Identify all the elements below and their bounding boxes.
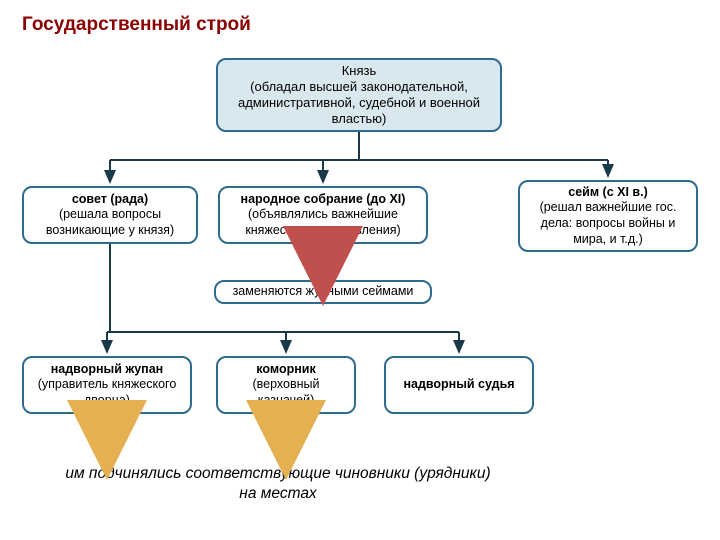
node-judge: надворный судья — [384, 356, 534, 414]
node-assembly-title: народное собрание (до XI) — [241, 192, 406, 206]
page-title: Государственный строй — [22, 14, 251, 36]
node-prince-title: Князь — [224, 63, 494, 79]
node-replace-body: заменяются жупными сеймами — [222, 284, 424, 300]
node-komornik-title: коморник — [256, 362, 315, 376]
node-zhupan: надворный жупан (управитель княжеского д… — [22, 356, 192, 414]
node-council: совет (рада) (решала вопросы возникающие… — [22, 186, 198, 244]
node-zhupan-text: надворный жупан (управитель княжеского д… — [30, 362, 184, 409]
node-council-title: совет (рада) — [72, 192, 148, 206]
node-assembly-body: (объявлялись важнейшие княжеские постано… — [226, 207, 420, 238]
node-prince-body: (обладал высшей законодательной, админис… — [224, 79, 494, 128]
node-komornik: коморник (верховный казначей) — [216, 356, 356, 414]
node-replace: заменяются жупными сеймами — [214, 280, 432, 304]
node-sejm-title: сейм (с XI в.) — [568, 185, 648, 199]
node-sejm: сейм (с XI в.) (решал важнейшие гос. дел… — [518, 180, 698, 252]
node-prince: Князь (обладал высшей законодательной, а… — [216, 58, 502, 132]
node-komornik-body: (верховный казначей) — [224, 377, 348, 408]
node-council-body: (решала вопросы возникающие у князя) — [30, 207, 190, 238]
node-judge-title: надворный судья — [392, 377, 526, 393]
node-sejm-body: (решал важнейшие гос. дела: вопросы войн… — [526, 200, 690, 247]
caption: им подчинялись соответствующие чиновники… — [58, 464, 498, 504]
node-assembly: народное собрание (до XI) (объявлялись в… — [218, 186, 428, 244]
